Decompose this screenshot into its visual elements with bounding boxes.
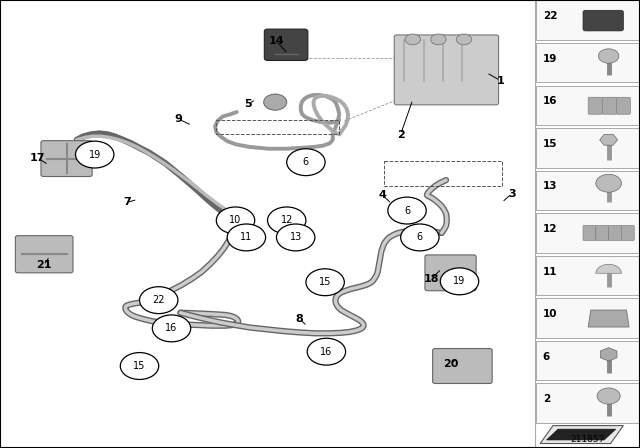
Text: 13: 13: [543, 181, 557, 191]
Text: 16: 16: [165, 323, 178, 333]
FancyBboxPatch shape: [425, 255, 476, 291]
FancyBboxPatch shape: [536, 0, 639, 40]
Circle shape: [268, 207, 306, 234]
FancyBboxPatch shape: [616, 97, 630, 114]
FancyBboxPatch shape: [41, 141, 92, 177]
Text: 12: 12: [280, 215, 293, 225]
Circle shape: [598, 49, 619, 63]
Circle shape: [307, 338, 346, 365]
FancyBboxPatch shape: [536, 256, 639, 295]
Text: 22: 22: [543, 11, 557, 21]
FancyBboxPatch shape: [15, 236, 73, 273]
FancyBboxPatch shape: [536, 86, 639, 125]
Polygon shape: [600, 134, 618, 145]
Text: 8: 8: [296, 314, 303, 324]
Circle shape: [431, 34, 446, 45]
Polygon shape: [540, 426, 623, 444]
Circle shape: [227, 224, 266, 251]
Polygon shape: [588, 310, 629, 327]
Text: 6: 6: [417, 233, 423, 242]
Text: 5: 5: [244, 99, 252, 109]
Circle shape: [152, 315, 191, 342]
Text: 19: 19: [453, 276, 466, 286]
Text: 6: 6: [303, 157, 309, 167]
FancyBboxPatch shape: [536, 341, 639, 380]
FancyBboxPatch shape: [536, 171, 639, 210]
Wedge shape: [596, 264, 621, 273]
Circle shape: [140, 287, 178, 314]
Circle shape: [405, 34, 420, 45]
FancyBboxPatch shape: [394, 35, 499, 105]
FancyBboxPatch shape: [588, 97, 602, 114]
Text: 1: 1: [497, 76, 504, 86]
Circle shape: [120, 353, 159, 379]
FancyBboxPatch shape: [536, 213, 639, 253]
Text: 21: 21: [36, 260, 51, 270]
Text: 2: 2: [543, 394, 550, 404]
Text: 9: 9: [174, 114, 182, 124]
Text: 22: 22: [152, 295, 165, 305]
Text: 16: 16: [320, 347, 333, 357]
Text: 15: 15: [133, 361, 146, 371]
Text: 3: 3: [508, 189, 516, 198]
Circle shape: [287, 149, 325, 176]
FancyBboxPatch shape: [536, 383, 639, 423]
Text: 15: 15: [543, 139, 557, 149]
Text: 13: 13: [289, 233, 302, 242]
Text: 18: 18: [424, 274, 439, 284]
Circle shape: [456, 34, 472, 45]
Text: 19: 19: [88, 150, 101, 159]
Circle shape: [264, 94, 287, 110]
Circle shape: [597, 388, 620, 404]
Text: 6: 6: [404, 206, 410, 215]
FancyBboxPatch shape: [433, 349, 492, 383]
FancyBboxPatch shape: [536, 298, 639, 338]
Text: 19: 19: [543, 54, 557, 64]
Text: 11: 11: [240, 233, 253, 242]
Circle shape: [401, 224, 439, 251]
Text: 4: 4: [379, 190, 387, 200]
Text: 10: 10: [229, 215, 242, 225]
FancyBboxPatch shape: [609, 225, 621, 241]
Text: 12: 12: [543, 224, 557, 234]
Circle shape: [306, 269, 344, 296]
FancyBboxPatch shape: [621, 225, 634, 241]
Circle shape: [276, 224, 315, 251]
Text: 211857: 211857: [570, 435, 605, 444]
Circle shape: [76, 141, 114, 168]
Text: 10: 10: [543, 309, 557, 319]
Text: 16: 16: [543, 96, 557, 106]
Text: 6: 6: [543, 352, 550, 362]
Text: 20: 20: [443, 359, 458, 369]
Text: 15: 15: [319, 277, 332, 287]
Polygon shape: [600, 348, 617, 361]
Text: 2: 2: [397, 130, 404, 140]
Text: 17: 17: [29, 153, 45, 163]
Circle shape: [596, 174, 621, 192]
FancyBboxPatch shape: [536, 128, 639, 168]
Text: 7: 7: [123, 198, 131, 207]
Circle shape: [440, 268, 479, 295]
Polygon shape: [547, 429, 616, 440]
FancyBboxPatch shape: [536, 43, 639, 82]
FancyBboxPatch shape: [583, 10, 623, 31]
Circle shape: [388, 197, 426, 224]
FancyBboxPatch shape: [264, 29, 308, 60]
FancyBboxPatch shape: [602, 97, 616, 114]
Circle shape: [216, 207, 255, 234]
Text: 14: 14: [269, 36, 284, 46]
FancyBboxPatch shape: [583, 225, 596, 241]
Text: 11: 11: [543, 267, 557, 276]
FancyBboxPatch shape: [596, 225, 609, 241]
